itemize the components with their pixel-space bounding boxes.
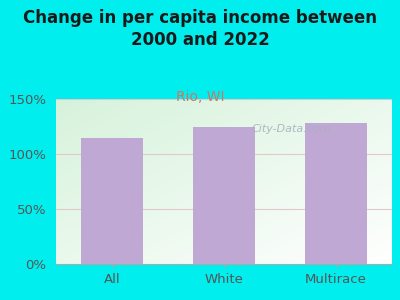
Bar	[193, 127, 255, 264]
Bar	[305, 123, 367, 264]
Text: Rio, WI: Rio, WI	[176, 90, 224, 104]
Text: City-Data.com: City-Data.com	[252, 124, 331, 134]
Bar	[81, 137, 143, 264]
Text: Change in per capita income between
2000 and 2022: Change in per capita income between 2000…	[23, 9, 377, 49]
